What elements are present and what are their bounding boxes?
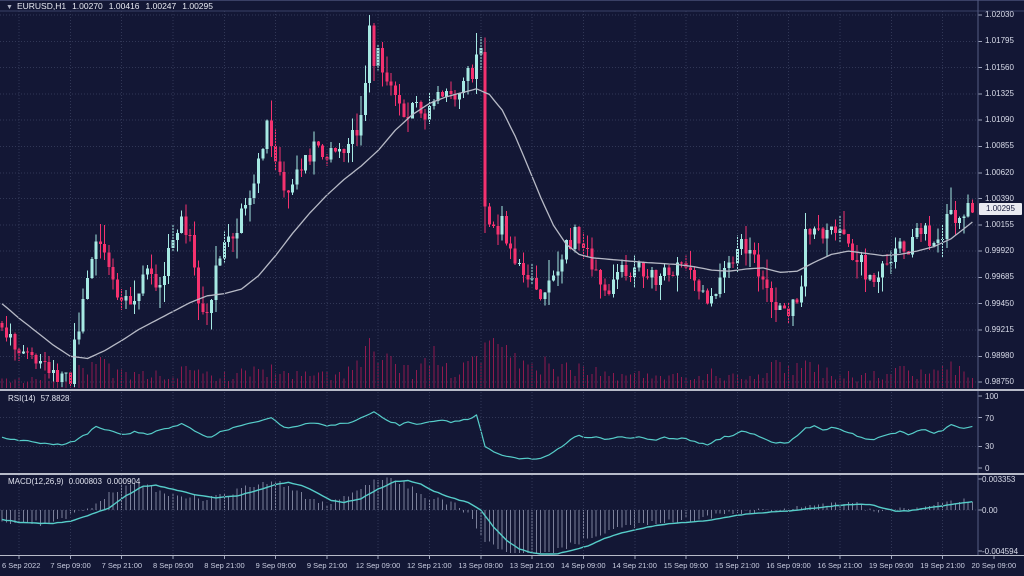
time-axis-label: 7 Sep 21:00 xyxy=(101,561,143,570)
price-axis-label: 1.00855 xyxy=(985,141,1014,151)
price-axis-label: 1.02030 xyxy=(985,10,1014,19)
macd-axis-label: -0.004594 xyxy=(982,547,1019,556)
macd-label: MACD(12,26,9) xyxy=(8,477,64,486)
open-value: 1.00270 xyxy=(72,1,103,11)
time-axis-label: 19 Sep 09:00 xyxy=(868,561,914,570)
macd-axis-label: 0.00 xyxy=(982,506,998,515)
macd-panel[interactable] xyxy=(0,477,978,555)
price-axis-label: 1.00620 xyxy=(985,167,1014,177)
macd-label-row: MACD(12,26,9) 0.000803 0.000904 xyxy=(8,477,145,486)
rsi-label-row: RSI(14) 57.8828 xyxy=(8,394,74,403)
rsi-axis-label: 100 xyxy=(985,392,999,401)
rsi-axis-label: 30 xyxy=(985,442,994,452)
time-axis-label: 15 Sep 21:00 xyxy=(714,561,760,570)
time-axis-label: 8 Sep 21:00 xyxy=(204,561,245,570)
price-axis-label: 0.99920 xyxy=(985,246,1014,256)
macd-axis-label: 0.003353 xyxy=(982,475,1016,484)
time-axis-label: 12 Sep 09:00 xyxy=(355,561,401,570)
price-axis-label: 1.00390 xyxy=(985,193,1014,203)
price-axis-label: 1.00155 xyxy=(985,219,1014,229)
price-axis-label: 1.01560 xyxy=(985,62,1014,72)
price-axis-label: 0.99215 xyxy=(985,324,1014,334)
current-price-badge: 1.00295 xyxy=(979,203,1022,216)
price-axis-label: 0.99685 xyxy=(985,272,1014,282)
price-axis-label: 0.98750 xyxy=(985,377,1014,386)
chart-title-bar: ▼ EURUSD,H1 1.00270 1.00416 1.00247 1.00295 xyxy=(6,1,219,11)
panel-splitter-3[interactable] xyxy=(0,555,1024,556)
price-axis-label: 1.01090 xyxy=(985,115,1014,125)
price-axis-label: 0.98980 xyxy=(985,351,1014,361)
time-axis-label: 7 Sep 09:00 xyxy=(50,561,91,570)
close-value: 1.00295 xyxy=(182,1,213,11)
price-axis-label: 0.99450 xyxy=(985,298,1014,308)
time-axis-label: 15 Sep 09:00 xyxy=(663,561,709,570)
time-axis-label: 12 Sep 21:00 xyxy=(407,561,452,570)
time-axis-label: 19 Sep 21:00 xyxy=(920,561,965,570)
time-axis-label: 6 Sep 2022 xyxy=(2,561,41,570)
macd-value: 0.000803 xyxy=(68,477,102,486)
panel-frames xyxy=(0,0,1024,559)
time-axis-label: 20 Sep 09:00 xyxy=(971,561,1017,570)
panel-splitter-2[interactable] xyxy=(0,473,1024,475)
time-axis-label: 9 Sep 21:00 xyxy=(306,561,348,570)
panel-splitter-1[interactable] xyxy=(0,389,1024,391)
time-axis-label: 16 Sep 09:00 xyxy=(766,561,811,570)
high-value: 1.00416 xyxy=(108,1,140,11)
low-value: 1.00247 xyxy=(145,1,177,11)
price-axis-label: 1.01795 xyxy=(985,36,1014,46)
expand-arrow-icon[interactable]: ▼ xyxy=(6,4,13,11)
price-axis-label: 1.01325 xyxy=(985,88,1014,98)
time-axis-label: 16 Sep 21:00 xyxy=(817,561,863,570)
rsi-axis-label: 0 xyxy=(985,464,990,473)
time-axis-label: 14 Sep 21:00 xyxy=(612,561,657,570)
rsi-label: RSI(14) xyxy=(8,394,36,403)
main-chart-panel[interactable] xyxy=(0,14,978,388)
time-axis-label: 8 Sep 09:00 xyxy=(152,561,194,570)
time-axis-label: 13 Sep 09:00 xyxy=(458,561,503,570)
time-axis-label: 13 Sep 21:00 xyxy=(509,561,555,570)
symbol-timeframe-label: EURUSD,H1 xyxy=(16,1,67,11)
time-axis-label: 9 Sep 09:00 xyxy=(255,561,297,570)
rsi-axis-label: 70 xyxy=(985,413,994,423)
time-axis-label: 14 Sep 09:00 xyxy=(560,561,606,570)
rsi-value: 57.8828 xyxy=(40,394,70,403)
macd-signal-value: 0.000904 xyxy=(106,477,141,486)
rsi-panel[interactable] xyxy=(0,411,978,460)
